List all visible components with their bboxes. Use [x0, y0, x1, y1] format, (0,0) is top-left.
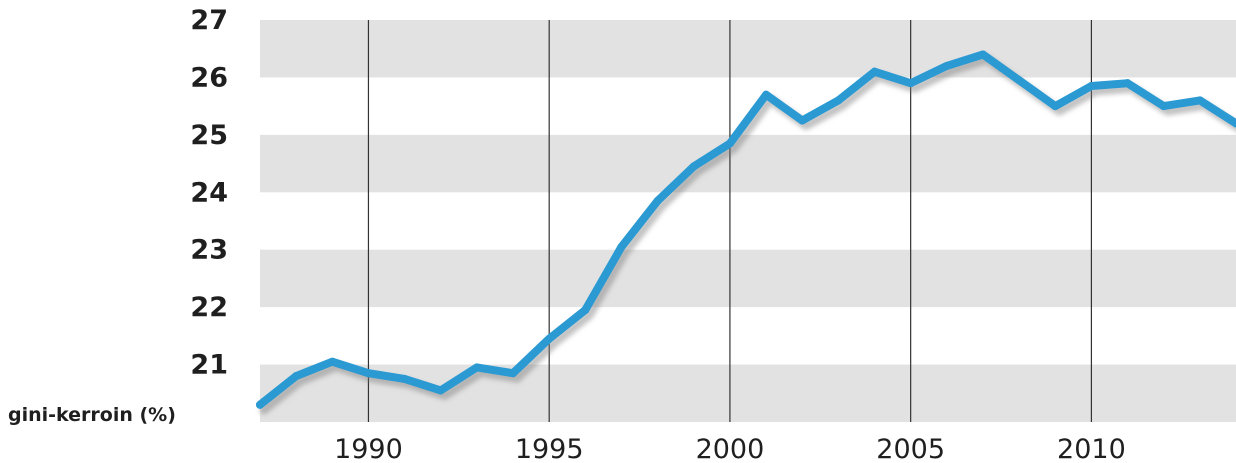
y-tick-label: 26 [190, 62, 228, 93]
grid-band [260, 249, 1236, 308]
data-point [617, 242, 626, 251]
data-point [870, 67, 879, 76]
series-line [256, 50, 1236, 409]
background-bands [260, 20, 1236, 422]
grid-band [260, 20, 1236, 78]
x-tick-label: 1995 [515, 434, 584, 463]
x-tick-label: 2010 [1057, 434, 1126, 463]
x-tick-label: 2000 [696, 434, 765, 463]
y-tick-label: 23 [190, 235, 228, 266]
y-tick-label: 21 [190, 350, 228, 381]
data-point [834, 96, 843, 105]
data-point [1015, 76, 1024, 85]
y-axis-ticks: 21 22 23 24 25 26 27 [190, 5, 228, 381]
data-point [1159, 102, 1168, 111]
data-point [1087, 82, 1096, 91]
data-point [364, 369, 373, 378]
data-point [400, 374, 409, 383]
data-point [509, 369, 518, 378]
data-point [436, 386, 445, 395]
data-point [1195, 96, 1204, 105]
data-point [762, 90, 771, 99]
data-point [1232, 119, 1236, 128]
data-point [328, 357, 337, 366]
grid-band [260, 134, 1236, 193]
data-point [906, 79, 915, 88]
data-point [256, 400, 264, 409]
series-line-group [256, 50, 1236, 415]
y-tick-label: 24 [190, 177, 228, 208]
y-axis-label: gini-kerroin (%) [8, 404, 176, 426]
data-point [942, 61, 951, 70]
x-axis-ticks: 1990 1995 2000 2005 2010 [334, 434, 1126, 463]
data-point [689, 162, 698, 171]
data-point [292, 372, 301, 381]
data-point [472, 363, 481, 372]
y-tick-label: 27 [190, 5, 228, 36]
y-tick-label: 25 [190, 120, 228, 151]
data-point [581, 306, 590, 315]
x-tick-label: 1990 [334, 434, 403, 463]
data-point [978, 50, 987, 59]
data-point [798, 116, 807, 125]
grid-band [260, 364, 1236, 422]
data-point [1051, 102, 1060, 111]
data-point [725, 139, 734, 148]
vertical-gridlines [367, 20, 1093, 422]
data-point [653, 196, 662, 205]
x-tick-label: 2005 [876, 434, 945, 463]
data-point [545, 334, 554, 343]
data-point [1123, 79, 1132, 88]
y-tick-label: 22 [190, 292, 228, 323]
